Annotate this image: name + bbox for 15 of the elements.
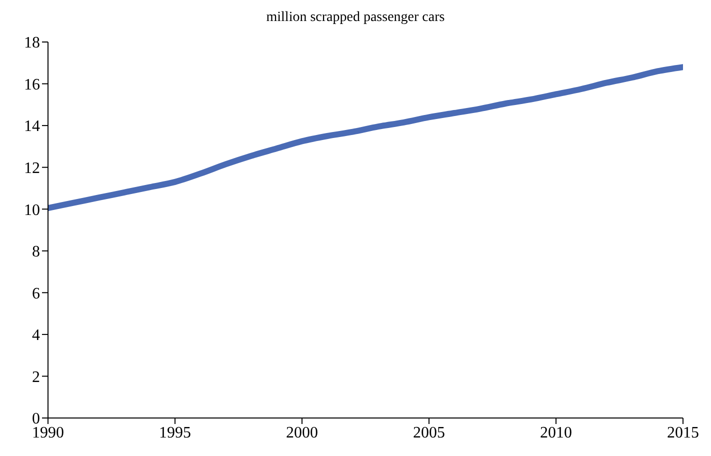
y-tick-label: 12 [24, 160, 40, 178]
y-tick-label: 16 [24, 76, 40, 94]
x-tick-label: 2005 [413, 424, 445, 442]
x-tick-label: 2000 [286, 424, 318, 442]
y-tick-label: 6 [32, 285, 40, 302]
y-tick-label: 10 [24, 202, 40, 219]
y-tick-label: 2 [32, 368, 40, 386]
y-tick-label: 4 [32, 327, 40, 344]
y-tick-label: 18 [24, 34, 40, 52]
x-tick-label: 2010 [540, 424, 572, 442]
chart-title: million scrapped passenger cars [265, 9, 446, 27]
y-tick-label: 8 [32, 244, 40, 261]
x-tick-label: 2015 [667, 424, 699, 442]
x-tick-label: 1995 [159, 424, 191, 442]
y-tick-label: 14 [24, 118, 40, 136]
